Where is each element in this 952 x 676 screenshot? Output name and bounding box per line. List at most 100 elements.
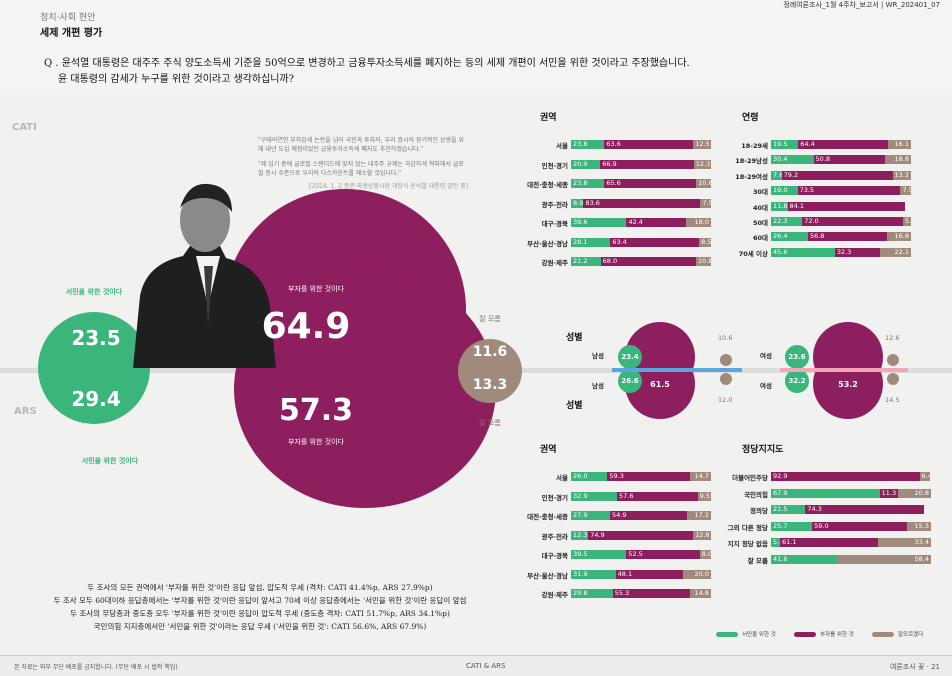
bar-segment: 22.3 xyxy=(771,217,803,226)
buja-value-ars: 57.3 xyxy=(278,393,354,428)
bar-segment: 73.5 xyxy=(797,186,901,196)
bar-segment: 32.3 xyxy=(834,247,881,257)
bar-segment: 63.4 xyxy=(610,237,700,247)
bar-segment: 66.9 xyxy=(600,159,694,169)
bar-category-label: 30대 xyxy=(752,188,768,197)
bar-segment: 11.8 xyxy=(771,201,788,211)
gender-seomin-cati: 23.6 xyxy=(785,345,809,369)
bar-category-label: 인천·경기 xyxy=(541,493,568,502)
bar-segment: 8.0 xyxy=(699,550,711,559)
bar-segment: 16.1 xyxy=(888,140,911,149)
note-line: 국민의힘 지지층에서만 '서민을 위한 것'이라는 응답 우세 ('서민을 위한… xyxy=(93,622,427,631)
bar-segment: 42.4 xyxy=(626,218,686,227)
bar-segment: 23.8 xyxy=(571,179,605,188)
bar-segment: 20.8 xyxy=(897,488,931,498)
bar-segment: 10.8 xyxy=(695,257,711,266)
bar-category-label: 대구·경북 xyxy=(541,220,568,228)
gender-jalmoreum-cati xyxy=(720,354,732,366)
bar-segment: 48.1 xyxy=(615,569,683,579)
bar-segment: 8.5 xyxy=(699,237,711,247)
president-photo xyxy=(133,183,276,368)
bar-segment: 68.0 xyxy=(600,257,696,266)
stacked-bar: 26.4 56.8 16.8 xyxy=(771,232,911,242)
legend-jalmoreum: 잘모르겠다 xyxy=(872,630,923,638)
breadcrumb: 정치·사회 현안 xyxy=(40,13,96,23)
bar-category-label: 서울 xyxy=(556,474,568,482)
bar-segment: 18.8 xyxy=(884,155,911,165)
gender-divider-female xyxy=(780,368,908,372)
gender-seomin-cati: 23.4 xyxy=(618,345,642,369)
bar-segment: 83.6 xyxy=(583,198,701,208)
bar-category-label: 부산·울산·경남 xyxy=(527,571,568,580)
stacked-bar: 21.5 74.3 xyxy=(771,505,931,514)
gender-divider-male xyxy=(612,368,742,372)
bar-segment: 16.8 xyxy=(887,232,911,242)
stacked-bar: 21.2 68.0 10.8 xyxy=(571,257,711,266)
bar-segment: 17.2 xyxy=(686,511,711,520)
section-title: 세제 개편 평가 xyxy=(40,28,103,39)
bar-segment: 74.9 xyxy=(588,530,694,540)
gender-cati-title: 성별 xyxy=(566,333,583,343)
bar-segment: 52.5 xyxy=(626,550,700,559)
bar-segment: 65.6 xyxy=(604,179,697,188)
note-line: 두 조사 모두 60대이하 응답층에서는 '부자를 위한 것'이란 응답이 앞서… xyxy=(53,596,467,605)
bar-segment: 14.8 xyxy=(690,589,711,598)
stacked-bar: 11.8 84.1 xyxy=(771,201,911,211)
gender-label-ars: 여성 xyxy=(760,382,772,390)
stacked-bar: 5.661.133.4 xyxy=(771,538,931,547)
bar-category-label: 강원·제주 xyxy=(541,591,568,599)
footer-right: 여론조사 꽃 · 21 xyxy=(889,663,940,671)
page-footer xyxy=(0,655,952,676)
bar-segment: 23.8 xyxy=(571,140,605,149)
bar-category-label: 부산·울산·경남 xyxy=(527,239,568,248)
gender-jalmoreum-ars xyxy=(887,373,899,385)
stacked-bar: 20.9 66.9 12.3 xyxy=(571,159,711,169)
bar-category-label: 광주·전라 xyxy=(541,200,568,209)
bar-segment: 54.9 xyxy=(610,511,687,520)
seomin-label-ars: 서민을 위한 것이다 xyxy=(81,457,139,465)
bar-category-label: 대전·충청·세종 xyxy=(527,181,568,189)
bar-category-label: 40대 xyxy=(752,203,768,212)
stacked-bar: 22.372.05.7 xyxy=(771,217,911,226)
buja-label-cati: 부자를 위한 것이다 xyxy=(288,285,344,293)
gender-ars-title: 성별 xyxy=(566,401,583,411)
bar-segment: 32.9 xyxy=(571,491,618,501)
quote-paragraph-2: "제 임기 중에 글로벌 스탠더드에 맞지 않는 대주주 규제는 과감하게 혁파… xyxy=(258,161,464,177)
bar-segment: 10.6 xyxy=(696,179,711,188)
bar-segment: 26.0 xyxy=(571,472,608,481)
bar-segment: 72.0 xyxy=(802,217,904,226)
gender-jalmoreum-value-ars: 12.0 xyxy=(718,396,733,404)
bar-segment: 29.8 xyxy=(571,589,613,598)
bar-segment: 56.8 xyxy=(807,232,888,242)
gender-seomin-ars: 26.6 xyxy=(618,369,642,393)
note-line: 두 조사의 모든 권역에서 '부자를 위한 것'이란 응답 앞섬, 압도적 우세… xyxy=(87,583,433,592)
bar-segment: 79.2 xyxy=(781,170,893,180)
bar-segment: 7.6 xyxy=(771,170,782,180)
gender-jalmoreum-value-cati: 10.6 xyxy=(718,334,733,342)
stacked-bar: 19.5 64.4 16.1 xyxy=(771,140,911,149)
bar-category-label: 광주·전라 xyxy=(541,532,568,541)
summary-notes: 두 조사의 모든 권역에서 '부자를 위한 것'이란 응답 앞섬, 압도적 우세… xyxy=(40,581,480,633)
footer-center: CATI & ARS xyxy=(466,662,506,670)
gender-label-cati: 여성 xyxy=(760,352,772,360)
jalmoreum-label-ars: 잘 모름 xyxy=(479,419,501,427)
stacked-bar: 7.6 79.2 13.2 xyxy=(771,170,911,180)
jalmoreum-circle xyxy=(458,339,522,403)
region-ars-title: 권역 xyxy=(540,445,557,455)
legend-seomin: 서민을 위한 것 xyxy=(716,630,776,638)
bar-segment: 67.9 xyxy=(771,488,880,498)
bar-category-label: 대전·충청·세종 xyxy=(527,513,568,521)
jalmoreum-value-ars: 13.3 xyxy=(472,377,508,393)
bar-category-label: 서울 xyxy=(556,142,568,150)
stacked-bar: 25.7 59.0 15.3 xyxy=(771,521,931,531)
bar-segment: 15.3 xyxy=(906,521,931,531)
bar-segment: 57.6 xyxy=(617,491,698,501)
gender-jalmoreum-ars xyxy=(720,373,732,385)
stacked-bar: 29.8 55.3 14.8 xyxy=(571,589,711,598)
region-cati-title: 권역 xyxy=(540,113,557,123)
bar-segment: 31.9 xyxy=(571,569,616,579)
bar-category-label: 50대 xyxy=(752,219,768,227)
stacked-bar: 23.8 63.6 12.5 xyxy=(571,140,711,149)
ars-label: ARS xyxy=(14,406,37,417)
bar-category-label: 지지 정당 없음 xyxy=(727,540,768,548)
